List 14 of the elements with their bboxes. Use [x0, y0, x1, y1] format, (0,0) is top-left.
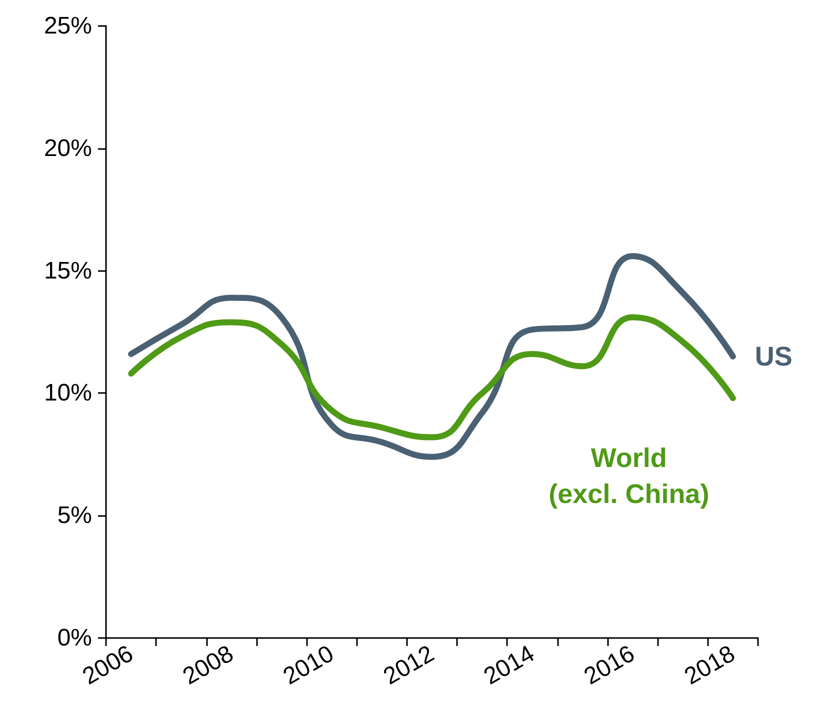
- x-tick-label: 2008: [178, 640, 238, 690]
- y-tick-label: 25%: [44, 12, 92, 40]
- x-tick-label: 2014: [479, 640, 540, 690]
- y-tick-label: 0%: [57, 624, 92, 652]
- y-tick-label: 15%: [44, 257, 92, 284]
- x-tick-label: 2012: [379, 640, 439, 690]
- x-tick-label: 2010: [278, 640, 338, 690]
- y-tick-label: 5%: [57, 502, 92, 530]
- x-tick-label: 2016: [580, 640, 640, 690]
- x-tick-label: 2018: [680, 640, 740, 690]
- y-tick-label: 20%: [44, 134, 92, 162]
- y-tick-label: 10%: [44, 380, 92, 407]
- series-label: US: [754, 341, 792, 372]
- series-label: World (excl. China): [548, 443, 710, 510]
